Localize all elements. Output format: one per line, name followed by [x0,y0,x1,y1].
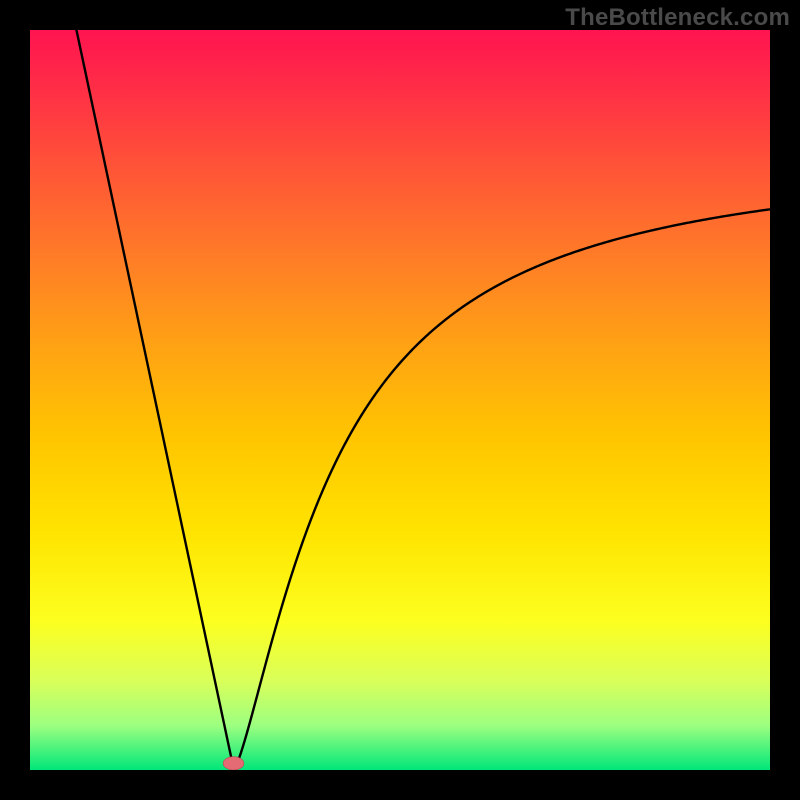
watermark-text: TheBottleneck.com [565,4,790,32]
optimum-marker [223,757,244,770]
gradient-background [30,30,770,770]
plot-area [30,30,770,770]
plot-svg [30,30,770,770]
chart-canvas: TheBottleneck.com [0,0,800,800]
